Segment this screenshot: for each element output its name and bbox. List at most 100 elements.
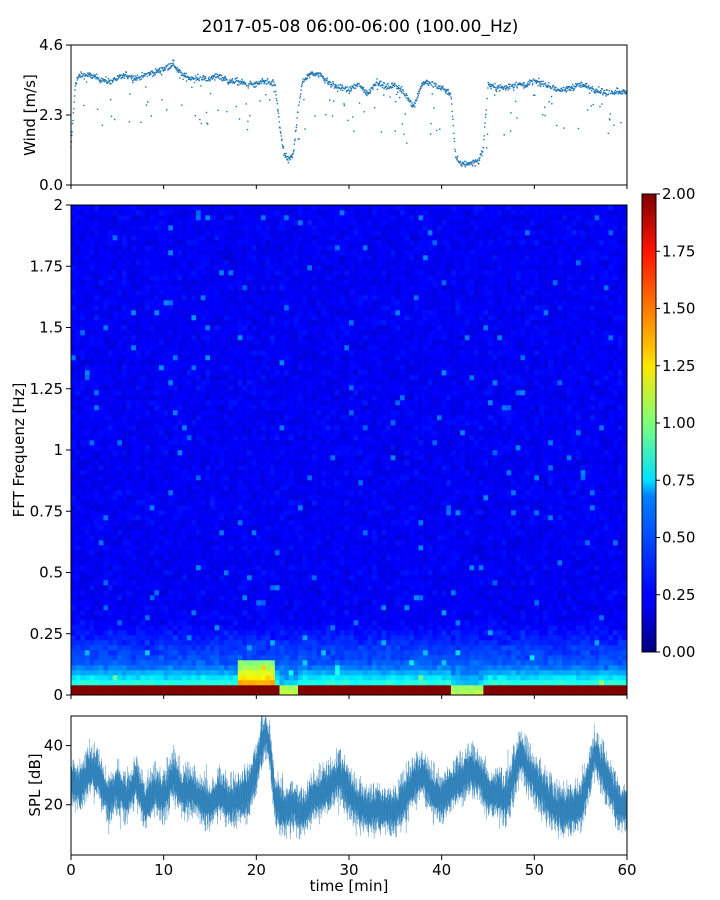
spectrogram-cell	[214, 500, 220, 506]
wind-point	[272, 79, 274, 81]
wind-point	[183, 74, 185, 76]
wind-point	[452, 124, 455, 127]
spectrogram-cell	[196, 555, 202, 561]
spectrogram-cell	[205, 210, 211, 216]
spectrogram-cell	[163, 470, 169, 476]
spectrogram-cell	[135, 610, 141, 616]
spectrogram-cell	[98, 380, 104, 386]
spectrogram-cell	[75, 325, 81, 331]
wind-point	[280, 135, 282, 137]
spectrogram-cell	[108, 620, 113, 626]
spectrogram-cell	[237, 580, 243, 586]
wind-point	[243, 81, 245, 83]
spectrogram-cell	[84, 495, 90, 501]
wind-point	[391, 86, 394, 89]
spectrogram-cell	[71, 205, 76, 211]
spectrogram-cell	[126, 690, 132, 695]
wind-point	[395, 100, 397, 103]
spectrogram-cell	[71, 355, 76, 361]
spectrogram-cell	[168, 270, 174, 276]
spectrogram-cell	[108, 505, 113, 511]
spectrogram-cell	[233, 340, 239, 346]
spectrogram-cell	[131, 610, 137, 616]
spectrogram-cell	[196, 390, 202, 396]
spectrogram-cell	[172, 410, 178, 416]
spectrogram-cell	[89, 610, 95, 616]
spectrogram-cell	[214, 230, 220, 236]
spectrogram-cell	[108, 260, 113, 266]
spectrogram-cell	[159, 395, 164, 401]
spectrogram-cell	[237, 570, 243, 576]
spectrogram-cell	[94, 635, 100, 641]
spectrogram-cell	[126, 245, 132, 251]
spectrogram-cell	[163, 410, 169, 416]
wind-point	[170, 66, 172, 68]
spectrogram-cell	[121, 530, 127, 536]
spectrogram-cell	[89, 410, 95, 416]
spectrogram-cell	[168, 240, 174, 246]
wind-point	[241, 78, 243, 81]
wind-point	[598, 90, 601, 93]
spectrogram-cell	[191, 680, 197, 686]
spectrogram-cell	[172, 450, 178, 456]
wind-point	[214, 79, 216, 81]
spectrogram-cell	[200, 210, 206, 216]
spectrogram-cell	[168, 555, 174, 561]
wind-point	[600, 90, 602, 92]
spectrogram-cell	[182, 625, 188, 631]
spectrogram-cell	[237, 475, 243, 481]
spectrogram-cell	[103, 315, 109, 321]
spectrogram-cell	[80, 290, 86, 296]
spectrogram-cell	[121, 405, 127, 411]
spectrogram-cell	[233, 385, 239, 391]
spectrogram-cell	[182, 640, 188, 646]
wind-point	[206, 122, 208, 124]
spectrogram-cell	[75, 330, 81, 336]
spectrogram-cell	[121, 210, 127, 216]
spectrogram-heatmap	[71, 205, 627, 695]
spectrogram-cell	[219, 615, 225, 621]
wind-point	[172, 59, 174, 61]
spectrogram-cell	[131, 310, 137, 316]
spectrogram-cell	[196, 565, 202, 571]
wind-point	[311, 71, 313, 73]
wind-point	[515, 85, 518, 88]
spectrogram-cell	[186, 590, 192, 596]
wind-point	[495, 88, 497, 91]
spectrogram-cell	[80, 295, 86, 301]
wind-point	[320, 73, 322, 75]
wind-point	[232, 82, 234, 84]
wind-point	[108, 79, 110, 82]
spectrogram-cell	[228, 220, 234, 226]
wind-point	[371, 86, 374, 89]
spectrogram-cell	[112, 410, 118, 416]
spectrogram-cell	[191, 210, 197, 216]
spectrogram-cell	[159, 440, 164, 446]
spectrogram-cell	[191, 330, 197, 336]
spectrogram-cell	[140, 630, 146, 636]
wind-point	[74, 89, 76, 91]
wind-point	[183, 72, 186, 74]
wind-point	[471, 160, 474, 163]
spectrogram-cell	[159, 630, 164, 636]
wind-point	[625, 93, 627, 95]
spectrogram-cell	[89, 215, 95, 221]
wind-point	[406, 97, 409, 100]
wind-point	[454, 150, 457, 153]
wind-point	[542, 85, 545, 87]
spectrogram-cell	[191, 285, 197, 291]
spectrogram-cell	[117, 675, 123, 681]
spectrogram-cell	[121, 215, 127, 221]
spectrogram-cell	[112, 580, 118, 586]
spectrogram-cell	[214, 585, 220, 591]
spectrogram-cell	[75, 350, 81, 356]
wind-point	[262, 80, 265, 83]
spectrogram-cell	[108, 360, 113, 366]
spectrogram-cell	[80, 225, 86, 231]
spectrogram-cell	[112, 405, 118, 411]
spectrogram-cell	[117, 290, 123, 296]
spectrogram-cell	[196, 515, 202, 521]
spectrogram-cell	[205, 220, 211, 226]
spectrogram-cell	[196, 440, 202, 446]
wind-point	[123, 74, 125, 76]
